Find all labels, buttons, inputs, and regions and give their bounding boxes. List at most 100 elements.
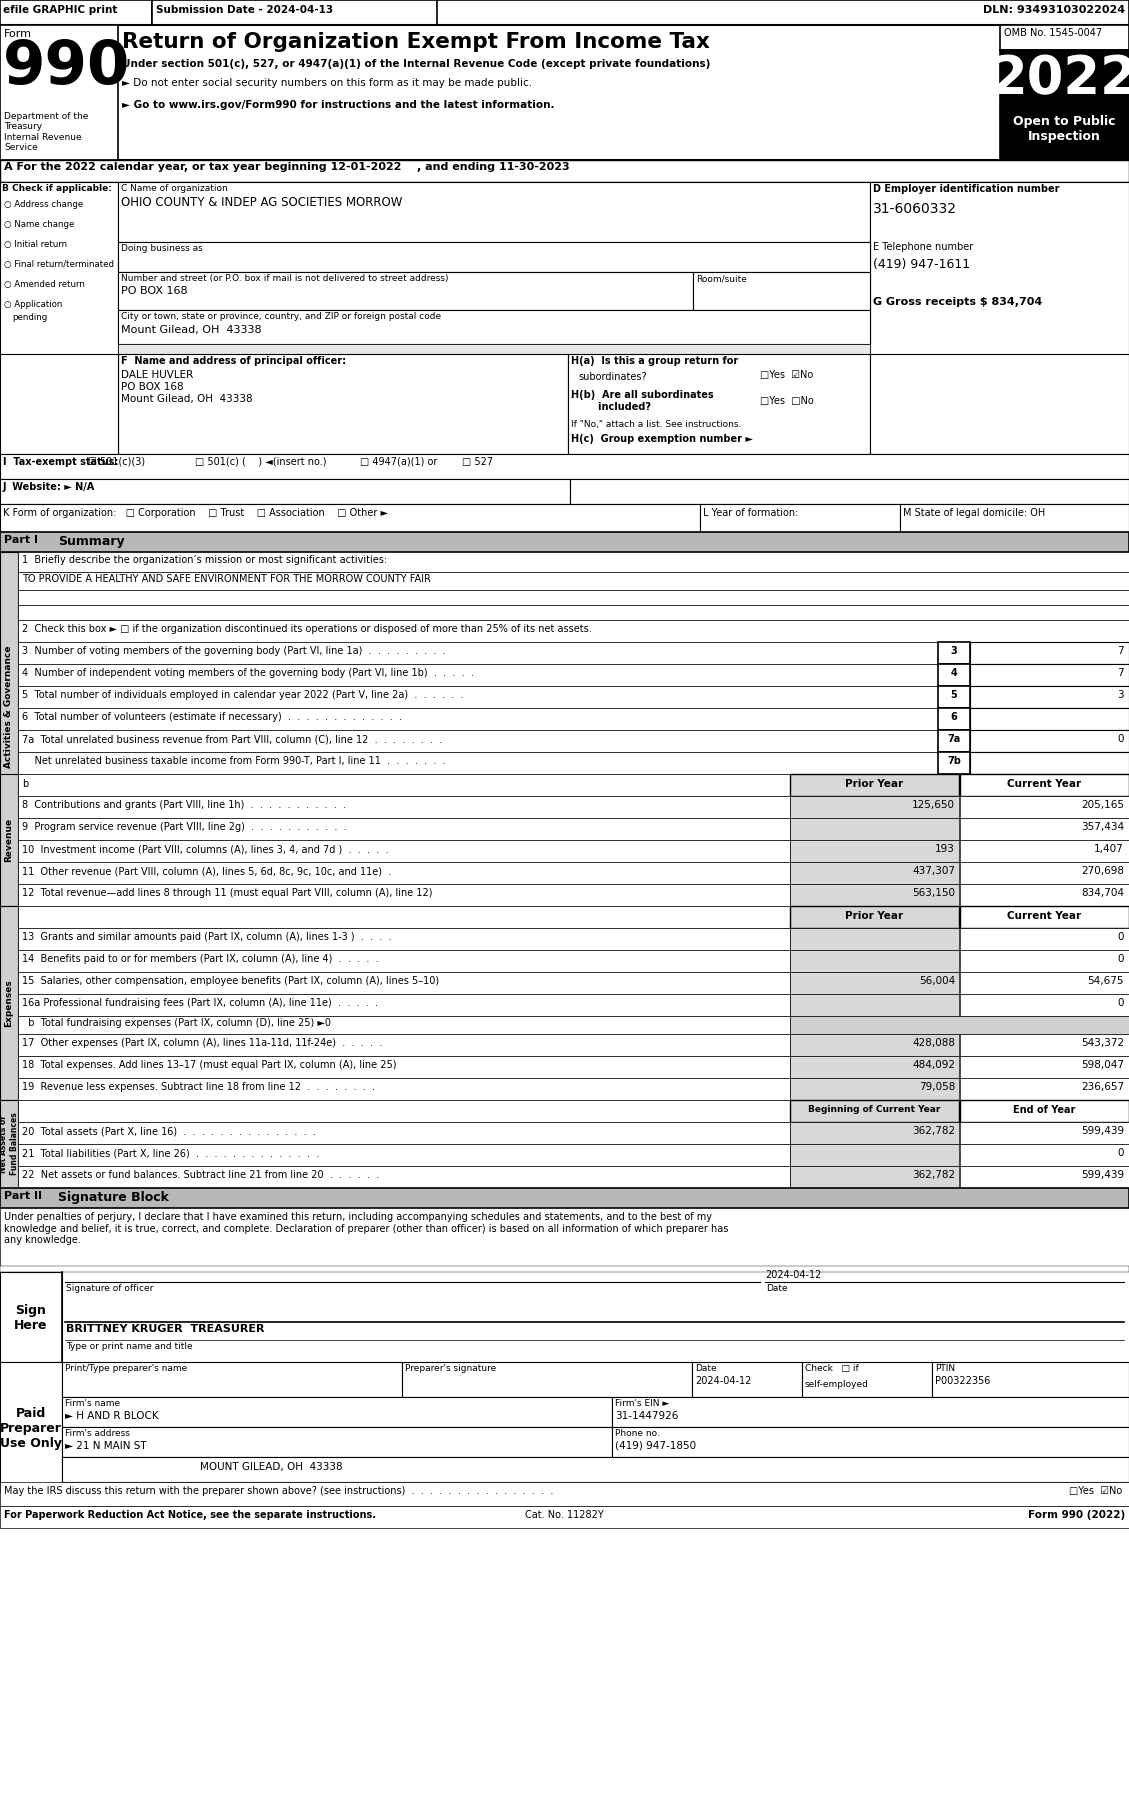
Text: Current Year: Current Year (1007, 778, 1082, 789)
Text: H(a)  Is this a group return for: H(a) Is this a group return for (571, 356, 738, 366)
Bar (568, 354, 870, 454)
Bar (18, 818, 790, 840)
Text: (419) 947-1850: (419) 947-1850 (615, 1440, 697, 1451)
Bar (0, 0, 152, 25)
Text: 5  Total number of individuals employed in calendar year 2022 (Part V, line 2a) : 5 Total number of individuals employed i… (21, 689, 464, 700)
Text: ► Do not enter social security numbers on this form as it may be made public.: ► Do not enter social security numbers o… (122, 78, 532, 89)
Text: 563,150: 563,150 (912, 889, 955, 898)
Text: If "No," attach a list. See instructions.: If "No," attach a list. See instructions… (571, 421, 742, 428)
Bar (970, 686, 1129, 707)
Bar (18, 840, 790, 862)
Bar (0, 1188, 1129, 1208)
Text: Revenue: Revenue (5, 818, 14, 862)
Bar (18, 1056, 790, 1078)
Text: Prior Year: Prior Year (844, 911, 903, 922)
Bar (18, 620, 1129, 642)
Text: A For the 2022 calendar year, or tax year beginning 12-01-2022    , and ending 1: A For the 2022 calendar year, or tax yea… (5, 161, 570, 172)
Text: 599,439: 599,439 (1080, 1170, 1124, 1179)
Text: b  Total fundraising expenses (Part IX, column (D), line 25) ►0: b Total fundraising expenses (Part IX, c… (21, 1018, 331, 1029)
Text: Type or print name and title: Type or print name and title (65, 1342, 193, 1351)
Bar (62, 1428, 612, 1457)
Bar (960, 1099, 1129, 1123)
Bar (0, 504, 700, 532)
Text: 20  Total assets (Part X, line 16)  .  .  .  .  .  .  .  .  .  .  .  .  .  .  .: 20 Total assets (Part X, line 16) . . . … (21, 1126, 316, 1136)
Text: DALE HUVLER: DALE HUVLER (121, 370, 193, 379)
Bar (960, 1034, 1129, 1056)
Text: ► Go to www.irs.gov/Form990 for instructions and the latest information.: ► Go to www.irs.gov/Form990 for instruct… (122, 100, 554, 111)
Text: 12  Total revenue—add lines 8 through 11 (must equal Part VIII, column (A), line: 12 Total revenue—add lines 8 through 11 … (21, 889, 432, 898)
Bar (0, 1482, 1129, 1506)
Text: 270,698: 270,698 (1080, 865, 1124, 876)
Text: Print/Type preparer's name: Print/Type preparer's name (65, 1364, 187, 1373)
Bar (790, 929, 959, 951)
Bar (0, 1099, 18, 1188)
Bar (0, 479, 570, 504)
Text: 205,165: 205,165 (1080, 800, 1124, 811)
Text: Preparer's signature: Preparer's signature (405, 1364, 497, 1373)
Text: H(c)  Group exemption number ►: H(c) Group exemption number ► (571, 434, 753, 444)
Bar (960, 951, 1129, 972)
Bar (692, 1362, 802, 1397)
Bar (960, 994, 1129, 1016)
Bar (18, 1034, 790, 1056)
Text: 125,650: 125,650 (912, 800, 955, 811)
Bar (970, 753, 1129, 775)
Bar (0, 532, 1129, 551)
Bar (960, 1056, 1129, 1078)
Bar (790, 1034, 959, 1056)
Bar (0, 1362, 62, 1491)
Text: City or town, state or province, country, and ZIP or foreign postal code: City or town, state or province, country… (121, 312, 441, 321)
Bar (960, 840, 1129, 862)
Bar (0, 354, 119, 454)
Text: Mount Gilead, OH  43338: Mount Gilead, OH 43338 (121, 394, 253, 405)
Text: 19  Revenue less expenses. Subtract line 18 from line 12  .  .  .  .  .  .  .  .: 19 Revenue less expenses. Subtract line … (21, 1081, 375, 1092)
Text: 990: 990 (3, 38, 130, 96)
Text: K Form of organization:   □ Corporation    □ Trust    □ Association    □ Other ►: K Form of organization: □ Corporation □ … (3, 508, 388, 519)
Bar (62, 1397, 612, 1428)
Bar (790, 1016, 1129, 1034)
Text: Activities & Governance: Activities & Governance (5, 646, 14, 769)
Text: ○ Amended return: ○ Amended return (5, 279, 85, 288)
Text: 599,439: 599,439 (1080, 1126, 1124, 1136)
Text: J  Website: ► N/A: J Website: ► N/A (3, 483, 95, 492)
Text: 4  Number of independent voting members of the governing body (Part VI, line 1b): 4 Number of independent voting members o… (21, 668, 474, 678)
Bar (970, 642, 1129, 664)
Text: 1,407: 1,407 (1094, 844, 1124, 854)
Bar (960, 1166, 1129, 1188)
Bar (960, 775, 1129, 796)
Bar (119, 354, 568, 454)
Text: Paid
Preparer
Use Only: Paid Preparer Use Only (0, 1408, 62, 1449)
Bar (960, 929, 1129, 951)
Text: 4: 4 (951, 668, 957, 678)
Bar (119, 241, 870, 272)
Bar (938, 642, 970, 664)
Text: 428,088: 428,088 (912, 1038, 955, 1048)
Text: 0: 0 (1118, 1148, 1124, 1157)
Bar (900, 504, 1129, 532)
Text: 1  Briefly describe the organization’s mission or most significant activities:: 1 Briefly describe the organization’s mi… (21, 555, 387, 564)
Text: D Employer identification number: D Employer identification number (873, 183, 1059, 194)
Text: I  Tax-exempt status:: I Tax-exempt status: (3, 457, 119, 466)
Bar (790, 796, 959, 818)
Text: G Gross receipts $ 834,704: G Gross receipts $ 834,704 (873, 297, 1042, 307)
Text: 13  Grants and similar amounts paid (Part IX, column (A), lines 1-3 )  .  .  .  : 13 Grants and similar amounts paid (Part… (21, 932, 392, 941)
Text: ► H AND R BLOCK: ► H AND R BLOCK (65, 1411, 159, 1420)
Bar (938, 729, 970, 753)
Bar (570, 479, 1129, 504)
Text: 3  Number of voting members of the governing body (Part VI, line 1a)  .  .  .  .: 3 Number of voting members of the govern… (21, 646, 446, 657)
Text: included?: included? (571, 403, 651, 412)
Text: 0: 0 (1118, 998, 1124, 1009)
Bar (700, 504, 900, 532)
Bar (960, 883, 1129, 905)
Text: ○ Address change: ○ Address change (5, 200, 84, 209)
Text: 21  Total liabilities (Part X, line 26)  .  .  .  .  .  .  .  .  .  .  .  .  .  : 21 Total liabilities (Part X, line 26) .… (21, 1148, 320, 1157)
Bar (18, 551, 1129, 571)
Text: Date: Date (765, 1284, 788, 1293)
Text: Sign
Here: Sign Here (15, 1304, 47, 1331)
Text: Doing business as: Doing business as (121, 245, 203, 252)
Text: 598,047: 598,047 (1080, 1059, 1124, 1070)
Text: Open to Public
Inspection: Open to Public Inspection (1013, 114, 1115, 143)
Text: H(b)  Are all subordinates: H(b) Are all subordinates (571, 390, 714, 401)
Bar (18, 590, 1129, 606)
Text: □ 4947(a)(1) or: □ 4947(a)(1) or (360, 457, 437, 466)
